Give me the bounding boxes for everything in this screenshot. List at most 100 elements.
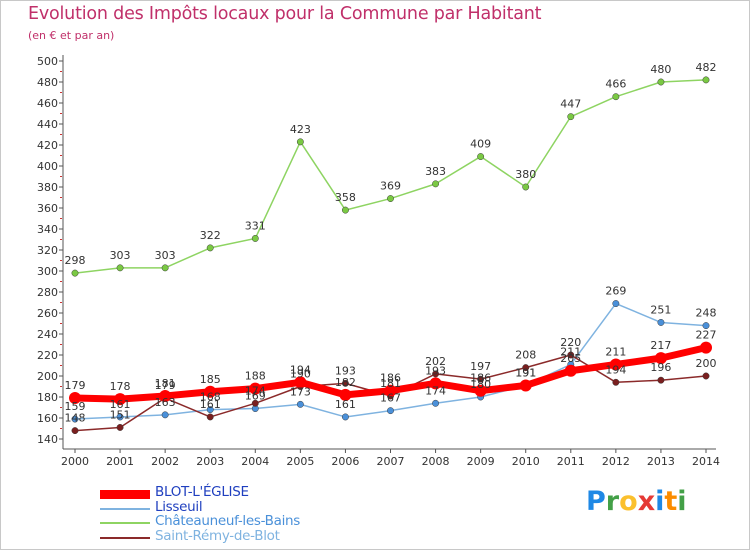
data-label: 200 [696,357,717,370]
data-label: 303 [155,249,176,262]
y-tick-label: 480 [37,76,58,89]
legend-swatch [100,522,150,524]
data-label: 358 [335,191,356,204]
x-tick-label: 2010 [512,455,540,468]
logo-letter: r [605,486,620,517]
logo-letter: P [586,486,606,517]
y-tick-label: 160 [37,412,58,425]
x-tick-label: 2013 [647,455,675,468]
data-label: 179 [155,379,176,392]
data-label: 174 [425,384,446,397]
data-point [474,384,487,397]
data-point [657,319,665,326]
y-tick-label: 460 [37,97,58,110]
data-label: 409 [470,138,491,151]
logo-letter: x [637,486,656,517]
data-point [251,235,259,242]
data-point [654,352,667,365]
logo-letter: o [619,486,638,517]
series-line [74,79,707,274]
data-label: 211 [560,345,581,358]
chart-subtitle: (en € et par an) [28,29,115,42]
data-point [294,376,307,389]
y-tick-label: 400 [37,160,58,173]
data-label: 194 [290,363,311,376]
data-label: 163 [155,396,176,409]
data-label: 269 [605,285,626,298]
data-point [477,153,485,161]
data-point [161,264,169,272]
data-point [204,385,217,398]
legend-swatch [100,507,150,510]
data-label: 185 [200,373,221,386]
data-point [249,382,262,395]
y-tick-label: 220 [37,349,58,362]
data-point [161,411,169,419]
data-point [71,415,79,423]
data-label: 251 [650,303,671,316]
data-label: 217 [650,339,671,352]
data-label: 220 [560,336,581,349]
data-point [564,364,577,377]
data-point [251,399,259,407]
x-tick-label: 2012 [602,455,630,468]
data-point [432,180,440,188]
data-label: 167 [380,392,401,405]
data-point [702,372,710,380]
data-label: 202 [425,355,446,368]
logo-letter: t [664,486,678,517]
data-point [432,399,440,407]
data-point [477,375,485,383]
y-tick-label: 240 [37,328,58,341]
data-label: 298 [65,254,86,267]
data-label: 303 [110,249,131,262]
y-tick-label: 440 [37,118,58,131]
proxiti-logo: Proxiti [586,486,687,517]
data-label: 188 [245,370,266,383]
x-tick-label: 2004 [241,455,269,468]
data-label: 383 [425,165,446,178]
data-label: 197 [470,360,491,373]
y-tick-label: 200 [37,370,58,383]
data-point [159,389,172,402]
data-label: 193 [335,364,356,377]
data-label: 211 [605,345,626,358]
data-point [432,370,440,378]
data-point [387,407,394,415]
data-label: 191 [515,366,536,379]
x-tick-label: 2008 [422,455,450,468]
y-tick-label: 260 [37,307,58,320]
x-tick-label: 2011 [557,455,585,468]
data-label: 193 [425,364,446,377]
x-tick-label: 2009 [467,455,495,468]
data-label: 159 [65,400,86,413]
data-label: 174 [245,384,266,397]
data-label: 205 [560,352,581,365]
data-point [702,76,710,84]
data-label: 161 [335,398,356,411]
y-tick-label: 140 [37,433,58,446]
data-point [387,195,394,203]
x-tick-label: 2007 [377,455,405,468]
data-label: 173 [290,385,311,398]
data-label: 423 [290,123,311,136]
data-label: 227 [696,329,717,342]
legend-label: Saint-Rémy-de-Blot [155,527,280,544]
data-label: 331 [245,219,266,232]
data-point [522,183,530,191]
data-label: 447 [560,98,581,111]
data-point [206,406,214,414]
y-tick-label: 380 [37,181,58,194]
data-point [519,379,532,392]
data-point [612,300,620,307]
data-label: 196 [650,361,671,374]
data-point [296,400,304,408]
data-point [612,378,620,386]
data-point [116,424,124,431]
data-point [341,206,349,214]
data-point [114,393,127,406]
data-point [206,244,214,252]
data-point [296,138,304,146]
data-label: 179 [65,379,86,392]
data-point [339,388,352,401]
